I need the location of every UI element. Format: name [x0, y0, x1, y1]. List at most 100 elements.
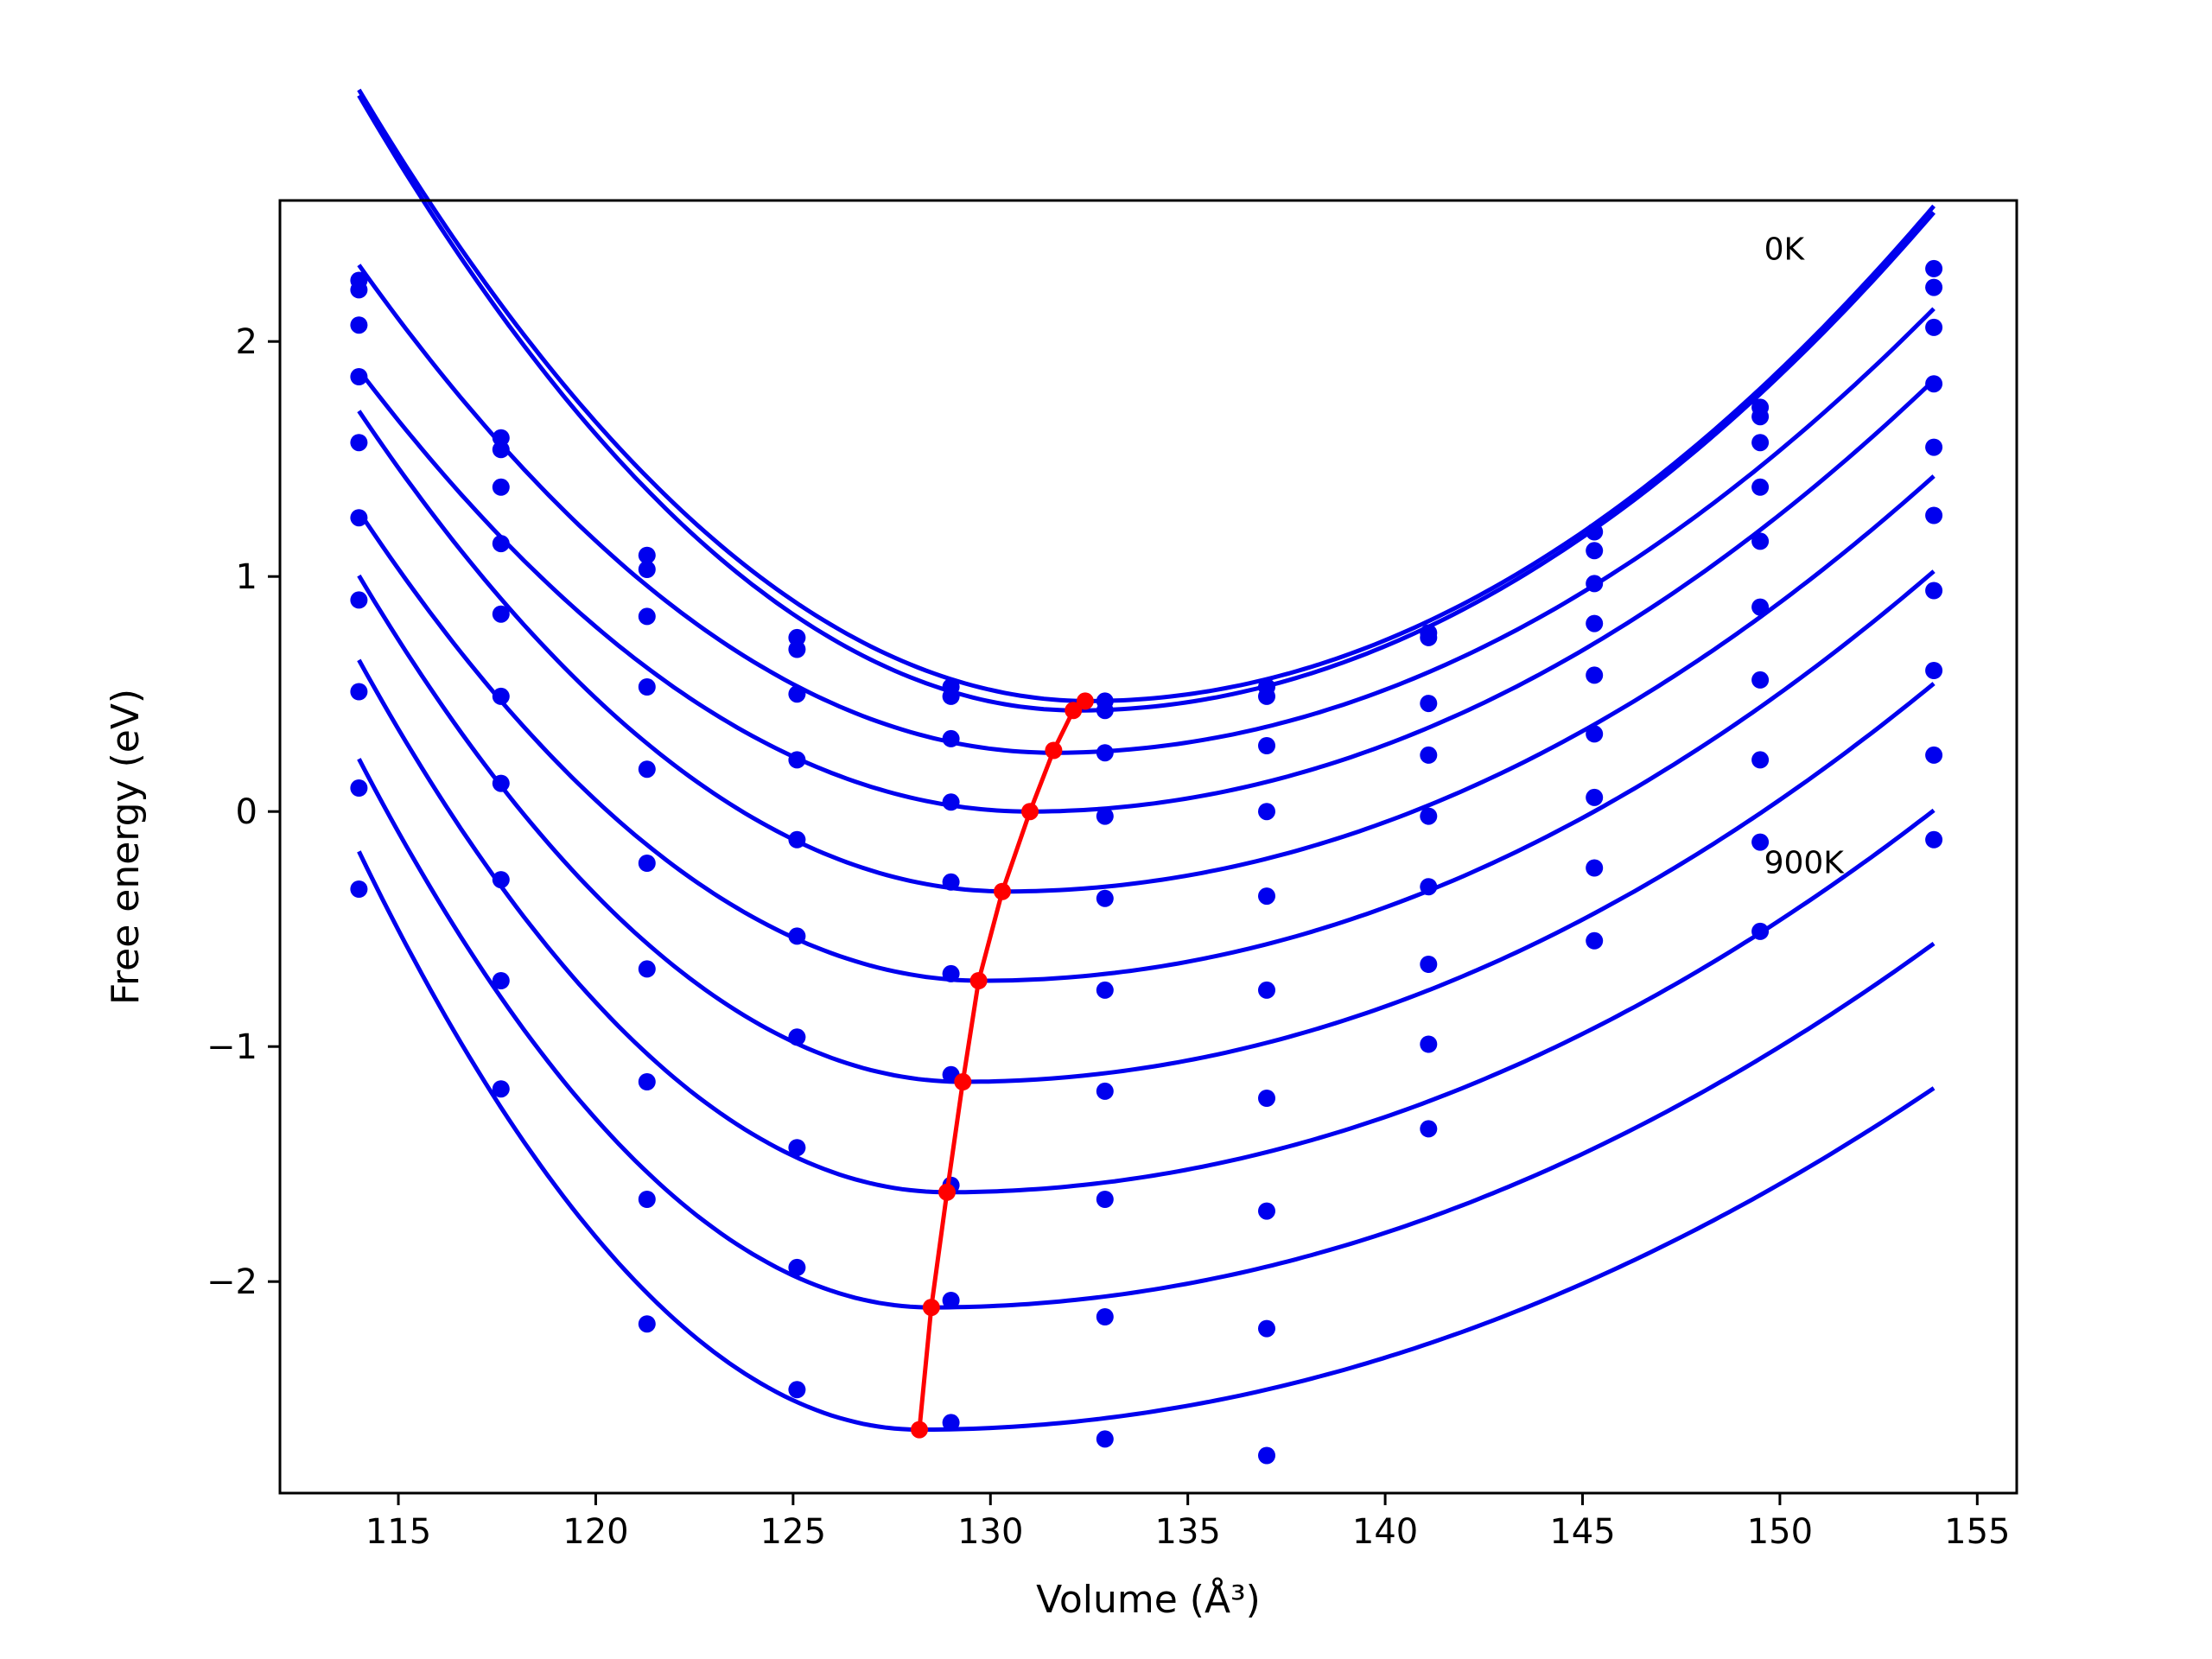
minima-point-8: [922, 1299, 940, 1317]
data-point-s6-5: [1096, 1082, 1114, 1100]
data-point-s8-6: [1258, 1319, 1275, 1338]
data-point-s5-2: [638, 855, 656, 872]
data-point-s2-2: [638, 607, 656, 626]
data-point-s7-3: [788, 1139, 806, 1157]
data-point-s2-3: [788, 685, 806, 703]
data-point-s7-7: [1420, 1035, 1438, 1053]
data-point-s5-7: [1420, 878, 1438, 896]
minima-point-1: [1065, 702, 1083, 720]
data-point-s9-4: [942, 1414, 960, 1432]
data-point-s2-5: [1096, 744, 1114, 762]
data-point-s6-6: [1258, 1090, 1275, 1107]
y-tick-label-0: 0: [236, 792, 257, 832]
fit-curve-4: [357, 410, 1936, 894]
data-point-s8-3: [788, 1258, 806, 1276]
data-point-s7-6: [1258, 1202, 1275, 1220]
data-point-s9-6: [1258, 1446, 1275, 1465]
data-point-s5-5: [1096, 981, 1114, 999]
data-point-s1-8: [1586, 542, 1604, 560]
data-point-s2-10: [1925, 318, 1943, 336]
data-point-s4-9: [1751, 532, 1770, 550]
data-point-s3-5: [1096, 807, 1114, 825]
y-tick-label--1: −1: [207, 1027, 257, 1067]
data-point-s3-1: [492, 535, 510, 553]
data-point-s5-6: [1258, 981, 1275, 999]
minima-point-7: [938, 1183, 956, 1201]
data-point-s5-9: [1751, 598, 1770, 616]
data-point-s6-10: [1925, 582, 1943, 600]
minima-point-9: [911, 1421, 928, 1439]
minima-point-5: [969, 972, 988, 989]
data-point-s2-0: [350, 316, 368, 334]
data-point-s2-4: [942, 729, 960, 747]
minima-line: [917, 699, 1087, 1430]
minima-point-2: [1045, 741, 1063, 760]
fit-curve-8: [357, 758, 1936, 1310]
data-point-s3-10: [1925, 375, 1943, 393]
data-point-s6-7: [1420, 956, 1438, 973]
fit-curve-5: [357, 510, 1936, 983]
x-tick-label-140: 140: [1352, 1512, 1418, 1552]
data-point-s3-9: [1751, 478, 1770, 496]
data-point-s1-7: [1420, 628, 1438, 646]
data-point-s1-0: [350, 281, 368, 299]
data-point-s3-8: [1586, 614, 1604, 632]
data-point-s4-2: [638, 760, 656, 779]
x-tick-label-115: 115: [365, 1512, 431, 1552]
fit-curve-9: [357, 850, 1936, 1433]
data-point-s4-1: [492, 605, 510, 623]
data-point-s3-3: [788, 751, 806, 769]
fit-curve-1: [357, 94, 1936, 713]
data-point-s4-0: [350, 434, 368, 452]
data-point-s6-3: [788, 1028, 806, 1046]
data-point-s7-0: [350, 683, 368, 701]
data-point-s7-8: [1586, 859, 1604, 877]
data-point-s5-10: [1925, 506, 1943, 524]
data-point-s3-7: [1420, 746, 1438, 764]
data-point-s8-10: [1925, 746, 1943, 764]
data-point-s3-6: [1258, 803, 1275, 821]
data-point-s7-1: [492, 871, 510, 889]
data-point-s7-10: [1925, 662, 1943, 679]
data-point-s4-3: [788, 830, 806, 849]
data-point-s2-1: [492, 478, 510, 496]
x-axis-ticks: 115 120 125 130 135 140 145 150 155: [365, 1493, 2010, 1552]
x-tick-label-120: 120: [563, 1512, 628, 1552]
data-point-s9-0: [350, 880, 368, 898]
data-point-s1-3: [788, 640, 806, 658]
data-point-s1-1: [492, 441, 510, 459]
data-point-s9-9: [1751, 922, 1770, 940]
data-point-s6-0: [350, 591, 368, 609]
data-point-s9-5: [1096, 1430, 1114, 1448]
minima-point-4: [994, 882, 1011, 900]
data-point-s2-6: [1258, 737, 1275, 754]
data-point-s5-0: [350, 509, 368, 527]
data-point-s6-1: [492, 774, 510, 792]
data-point-s3-4: [942, 793, 960, 811]
data-point-s0-8: [1586, 523, 1604, 541]
data-point-s5-8: [1586, 725, 1604, 743]
data-point-s5-4: [942, 964, 960, 982]
data-point-s8-8: [1586, 931, 1604, 950]
minima-point-6: [954, 1073, 972, 1090]
data-point-s1-10: [1925, 278, 1943, 296]
plot-frame: [278, 199, 2018, 1495]
data-point-s4-8: [1586, 666, 1604, 684]
x-axis-label: Volume (Å³): [1036, 1576, 1261, 1622]
y-axis-label: Free energy (eV): [104, 689, 148, 1005]
y-tick-label--2: −2: [207, 1262, 257, 1302]
data-point-s9-10: [1925, 830, 1943, 849]
x-tick-label-125: 125: [760, 1512, 826, 1552]
data-point-s8-5: [1096, 1308, 1114, 1325]
data-point-s3-0: [350, 368, 368, 385]
data-point-s5-1: [492, 687, 510, 705]
data-point-s9-3: [788, 1381, 806, 1399]
data-point-s4-4: [942, 873, 960, 891]
data-point-s8-0: [350, 779, 368, 797]
data-point-s1-5: [1096, 702, 1114, 720]
data-point-s6-2: [638, 960, 656, 978]
data-point-s1-9: [1751, 408, 1770, 426]
data-point-s8-2: [638, 1191, 656, 1208]
y-axis-ticks: −2 −1 0 1 2: [207, 322, 280, 1302]
